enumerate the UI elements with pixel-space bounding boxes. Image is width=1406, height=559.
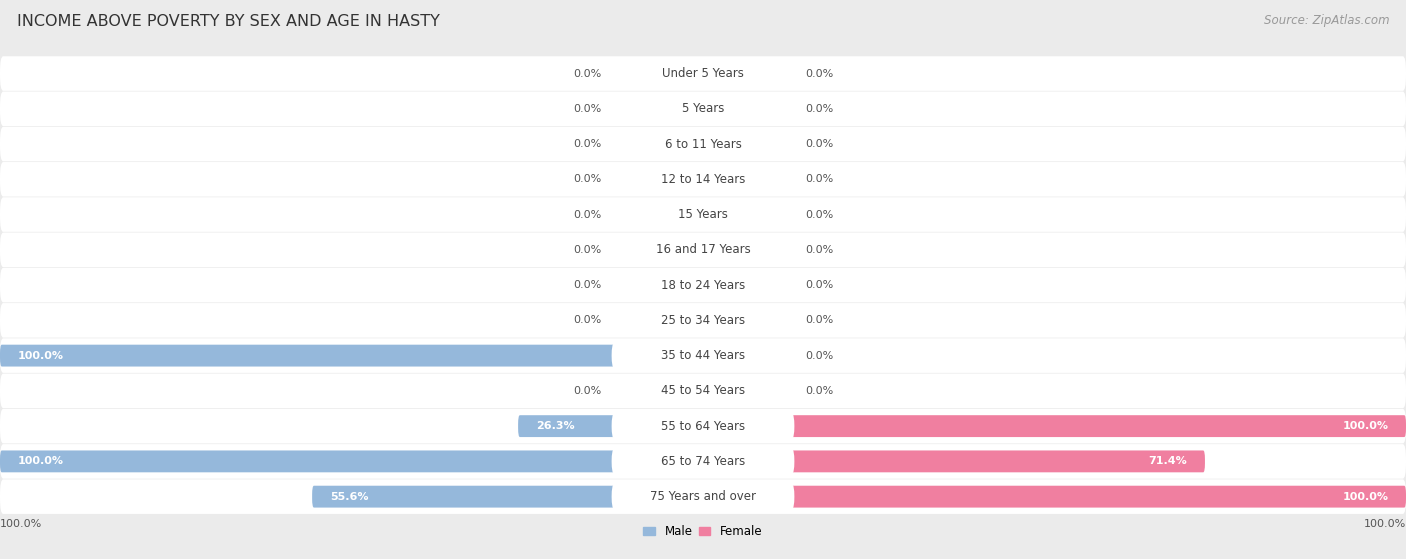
Text: 65 to 74 Years: 65 to 74 Years: [661, 455, 745, 468]
FancyBboxPatch shape: [672, 133, 703, 155]
Text: 0.0%: 0.0%: [572, 139, 602, 149]
FancyBboxPatch shape: [672, 98, 703, 120]
FancyBboxPatch shape: [703, 310, 734, 331]
Text: 0.0%: 0.0%: [804, 245, 834, 255]
Text: 0.0%: 0.0%: [572, 245, 602, 255]
FancyBboxPatch shape: [0, 92, 1406, 126]
FancyBboxPatch shape: [703, 133, 734, 155]
FancyBboxPatch shape: [703, 274, 734, 296]
FancyBboxPatch shape: [612, 97, 794, 121]
Legend: Male, Female: Male, Female: [644, 525, 762, 538]
FancyBboxPatch shape: [0, 127, 1406, 162]
FancyBboxPatch shape: [612, 378, 794, 403]
Text: 35 to 44 Years: 35 to 44 Years: [661, 349, 745, 362]
Text: 0.0%: 0.0%: [804, 315, 834, 325]
FancyBboxPatch shape: [0, 409, 1406, 443]
Text: 100.0%: 100.0%: [1343, 492, 1389, 501]
FancyBboxPatch shape: [703, 380, 734, 402]
FancyBboxPatch shape: [612, 273, 794, 297]
FancyBboxPatch shape: [0, 373, 1406, 408]
Text: 0.0%: 0.0%: [804, 174, 834, 184]
FancyBboxPatch shape: [612, 484, 794, 509]
FancyBboxPatch shape: [0, 444, 1406, 479]
FancyBboxPatch shape: [612, 238, 794, 262]
FancyBboxPatch shape: [703, 451, 1205, 472]
Text: 0.0%: 0.0%: [572, 174, 602, 184]
FancyBboxPatch shape: [0, 162, 1406, 197]
Text: 0.0%: 0.0%: [572, 280, 602, 290]
FancyBboxPatch shape: [0, 233, 1406, 267]
FancyBboxPatch shape: [0, 345, 703, 367]
FancyBboxPatch shape: [672, 168, 703, 190]
FancyBboxPatch shape: [703, 415, 1406, 437]
Text: Source: ZipAtlas.com: Source: ZipAtlas.com: [1264, 14, 1389, 27]
FancyBboxPatch shape: [612, 167, 794, 192]
Text: Under 5 Years: Under 5 Years: [662, 67, 744, 80]
FancyBboxPatch shape: [703, 168, 734, 190]
FancyBboxPatch shape: [703, 239, 734, 260]
Text: 100.0%: 100.0%: [17, 350, 63, 361]
FancyBboxPatch shape: [0, 268, 1406, 302]
FancyBboxPatch shape: [672, 310, 703, 331]
Text: 18 to 24 Years: 18 to 24 Years: [661, 278, 745, 292]
FancyBboxPatch shape: [703, 98, 734, 120]
Text: 55.6%: 55.6%: [329, 492, 368, 501]
Text: 6 to 11 Years: 6 to 11 Years: [665, 138, 741, 150]
FancyBboxPatch shape: [703, 203, 734, 225]
Text: 45 to 54 Years: 45 to 54 Years: [661, 385, 745, 397]
FancyBboxPatch shape: [0, 338, 1406, 373]
Text: 0.0%: 0.0%: [804, 386, 834, 396]
Text: 0.0%: 0.0%: [804, 280, 834, 290]
FancyBboxPatch shape: [612, 202, 794, 227]
FancyBboxPatch shape: [672, 380, 703, 402]
FancyBboxPatch shape: [517, 415, 703, 437]
Text: 0.0%: 0.0%: [572, 315, 602, 325]
Text: 0.0%: 0.0%: [572, 104, 602, 114]
Text: 5 Years: 5 Years: [682, 102, 724, 115]
Text: 0.0%: 0.0%: [804, 210, 834, 220]
FancyBboxPatch shape: [612, 449, 794, 473]
Text: 100.0%: 100.0%: [17, 456, 63, 466]
FancyBboxPatch shape: [703, 63, 734, 84]
FancyBboxPatch shape: [312, 486, 703, 508]
Text: 25 to 34 Years: 25 to 34 Years: [661, 314, 745, 327]
FancyBboxPatch shape: [0, 56, 1406, 91]
FancyBboxPatch shape: [672, 239, 703, 260]
FancyBboxPatch shape: [612, 308, 794, 333]
Text: 55 to 64 Years: 55 to 64 Years: [661, 420, 745, 433]
FancyBboxPatch shape: [703, 345, 734, 367]
Text: 0.0%: 0.0%: [804, 69, 834, 78]
Text: 0.0%: 0.0%: [804, 350, 834, 361]
Text: 0.0%: 0.0%: [804, 139, 834, 149]
Text: 0.0%: 0.0%: [572, 386, 602, 396]
Text: 15 Years: 15 Years: [678, 208, 728, 221]
FancyBboxPatch shape: [703, 486, 1406, 508]
FancyBboxPatch shape: [0, 197, 1406, 232]
FancyBboxPatch shape: [0, 303, 1406, 338]
Text: 100.0%: 100.0%: [1343, 421, 1389, 431]
Text: INCOME ABOVE POVERTY BY SEX AND AGE IN HASTY: INCOME ABOVE POVERTY BY SEX AND AGE IN H…: [17, 14, 440, 29]
FancyBboxPatch shape: [0, 451, 703, 472]
Text: 0.0%: 0.0%: [804, 104, 834, 114]
FancyBboxPatch shape: [672, 63, 703, 84]
Text: 75 Years and over: 75 Years and over: [650, 490, 756, 503]
Text: 0.0%: 0.0%: [572, 210, 602, 220]
FancyBboxPatch shape: [672, 274, 703, 296]
FancyBboxPatch shape: [612, 414, 794, 438]
FancyBboxPatch shape: [0, 480, 1406, 514]
FancyBboxPatch shape: [672, 203, 703, 225]
Text: 26.3%: 26.3%: [536, 421, 574, 431]
FancyBboxPatch shape: [612, 343, 794, 368]
Text: 100.0%: 100.0%: [1364, 519, 1406, 529]
Text: 0.0%: 0.0%: [572, 69, 602, 78]
Text: 71.4%: 71.4%: [1149, 456, 1188, 466]
Text: 100.0%: 100.0%: [0, 519, 42, 529]
Text: 12 to 14 Years: 12 to 14 Years: [661, 173, 745, 186]
FancyBboxPatch shape: [612, 61, 794, 86]
FancyBboxPatch shape: [612, 132, 794, 157]
Text: 16 and 17 Years: 16 and 17 Years: [655, 243, 751, 257]
